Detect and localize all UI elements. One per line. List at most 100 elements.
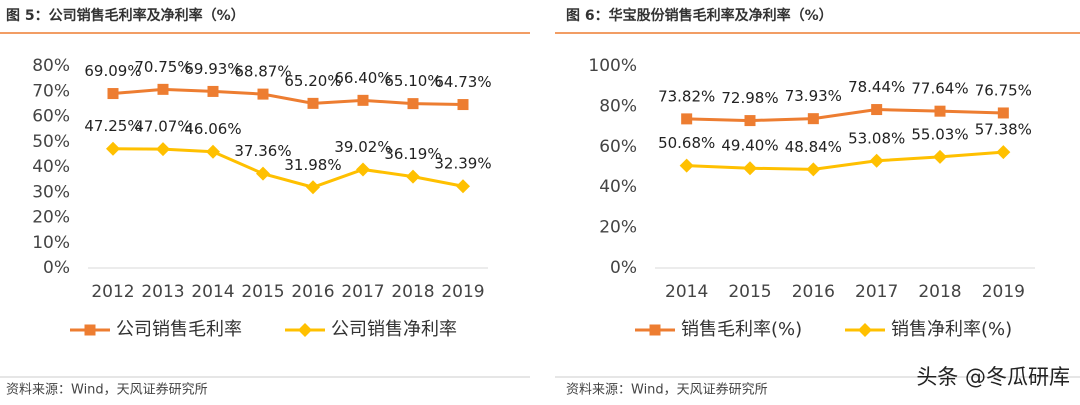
data-label: 48.84% xyxy=(785,138,842,156)
legend-label: 销售毛利率(%) xyxy=(681,319,802,340)
marker xyxy=(807,113,819,125)
data-label: 65.10% xyxy=(384,72,441,90)
data-label: 68.87% xyxy=(234,63,291,81)
series-line xyxy=(686,108,1004,123)
data-label: 73.93% xyxy=(785,87,842,105)
y-tick-label: 10% xyxy=(32,233,70,253)
data-label: 57.38% xyxy=(975,121,1032,139)
x-tick-label: 2019 xyxy=(982,282,1025,302)
data-label: 37.36% xyxy=(234,142,291,160)
data-label: 77.64% xyxy=(911,80,968,98)
data-label: 31.98% xyxy=(284,156,341,174)
y-tick-label: 20% xyxy=(32,208,70,228)
x-tick-label: 2016 xyxy=(792,282,835,302)
data-label: 32.39% xyxy=(434,155,491,173)
legend-marker xyxy=(84,324,96,336)
y-tick-label: 60% xyxy=(32,107,70,127)
data-label: 65.20% xyxy=(284,72,341,90)
data-label: 39.02% xyxy=(334,138,391,156)
x-tick-label: 2019 xyxy=(441,282,484,302)
legend-label: 销售净利率(%) xyxy=(891,319,1012,340)
legend-label: 公司销售净利率 xyxy=(331,319,457,340)
marker xyxy=(869,153,884,168)
marker xyxy=(157,83,169,95)
x-tick-label: 2015 xyxy=(241,282,284,302)
series-line xyxy=(112,87,464,107)
watermark: 头条 @冬瓜研库 xyxy=(916,365,1070,389)
x-tick-label: 2016 xyxy=(291,282,334,302)
data-label: 46.06% xyxy=(184,120,241,138)
data-label: 50.68% xyxy=(658,134,715,152)
data-label: 69.09% xyxy=(84,62,141,80)
data-label: 72.98% xyxy=(721,89,778,107)
marker xyxy=(743,161,757,176)
marker xyxy=(679,158,694,173)
marker xyxy=(406,169,420,184)
chart-title: 图 6：华宝股份销售毛利率及净利率（%） xyxy=(566,7,833,24)
data-label: 47.25% xyxy=(84,117,141,135)
marker xyxy=(456,179,470,194)
x-tick-label: 2018 xyxy=(391,282,434,302)
marker xyxy=(156,142,170,157)
marker xyxy=(457,99,469,111)
data-label: 78.44% xyxy=(848,78,905,96)
y-tick-label: 100% xyxy=(588,56,637,76)
data-label: 53.08% xyxy=(848,129,905,147)
marker xyxy=(106,141,120,156)
legend-label: 公司销售毛利率 xyxy=(116,319,242,340)
marker xyxy=(934,105,946,117)
marker xyxy=(307,97,319,109)
marker xyxy=(107,88,119,100)
marker xyxy=(933,149,947,164)
y-tick-label: 0% xyxy=(610,258,637,278)
legend-marker xyxy=(298,323,312,337)
series-line xyxy=(112,147,464,189)
x-tick-label: 2014 xyxy=(665,282,708,302)
source: 资料来源：Wind，天风证券研究所 xyxy=(6,382,208,398)
data-label: 73.82% xyxy=(658,87,715,105)
y-tick-label: 60% xyxy=(599,137,637,157)
x-tick-label: 2015 xyxy=(728,282,771,302)
x-tick-label: 2017 xyxy=(855,282,898,302)
x-tick-label: 2017 xyxy=(341,282,384,302)
marker xyxy=(357,94,369,106)
data-label: 47.07% xyxy=(134,118,191,136)
marker xyxy=(806,162,821,177)
marker xyxy=(356,162,370,177)
x-tick-label: 2013 xyxy=(141,282,184,302)
chart-title: 图 5：公司销售毛利率及净利率（%） xyxy=(6,7,245,24)
y-tick-label: 40% xyxy=(599,177,637,197)
y-tick-label: 30% xyxy=(32,182,70,202)
data-label: 66.40% xyxy=(334,69,391,87)
data-label: 36.19% xyxy=(384,145,441,163)
x-tick-label: 2012 xyxy=(91,282,134,302)
marker xyxy=(996,145,1011,160)
source: 资料来源：Wind，天风证券研究所 xyxy=(566,382,768,398)
marker xyxy=(997,107,1009,119)
marker xyxy=(206,144,220,159)
legend-marker xyxy=(858,323,872,337)
marker xyxy=(257,88,269,100)
y-tick-label: 20% xyxy=(599,218,637,238)
data-label: 49.40% xyxy=(721,137,778,155)
data-label: 69.93% xyxy=(184,60,241,78)
data-label: 64.73% xyxy=(434,73,491,91)
marker xyxy=(744,115,756,127)
x-tick-label: 2014 xyxy=(191,282,234,302)
y-tick-label: 70% xyxy=(32,81,70,101)
legend-marker xyxy=(649,324,661,336)
data-label: 55.03% xyxy=(911,125,968,143)
marker xyxy=(256,166,270,181)
y-tick-label: 40% xyxy=(32,157,70,177)
y-tick-label: 80% xyxy=(599,96,637,116)
marker xyxy=(207,85,219,97)
y-tick-label: 50% xyxy=(32,132,70,152)
marker xyxy=(407,98,419,110)
series-line xyxy=(686,150,1004,171)
marker xyxy=(306,180,320,195)
x-tick-label: 2018 xyxy=(918,282,961,302)
data-label: 70.75% xyxy=(134,58,191,76)
marker xyxy=(681,113,693,125)
y-tick-label: 80% xyxy=(32,56,70,76)
y-tick-label: 0% xyxy=(43,258,70,278)
